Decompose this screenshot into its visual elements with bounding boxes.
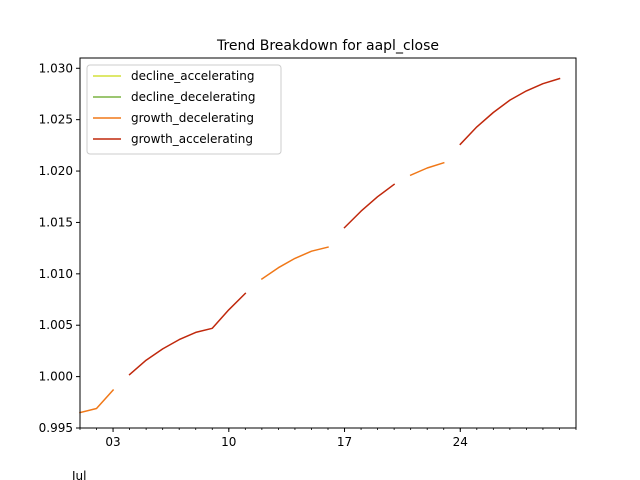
x-tick-label-1: 10 — [221, 435, 236, 449]
series-growth_accelerating-segment-1 — [343, 183, 396, 229]
x-axis: 03 10 17 24 — [79, 428, 577, 449]
series-growth_decelerating-segment-1 — [260, 246, 329, 281]
y-tick-label-6: 1.025 — [39, 113, 73, 127]
legend-label-decline_decelerating: decline_decelerating — [131, 90, 256, 104]
legend-box — [86, 64, 282, 155]
x-tick-label-0: 03 — [105, 435, 120, 449]
series-growth_accelerating-segment-2 — [459, 77, 561, 146]
x-tick-label-3: 24 — [453, 435, 468, 449]
plot-lines — [79, 77, 561, 414]
y-tick-label-5: 1.020 — [39, 164, 73, 178]
y-tick-label-1: 1.000 — [39, 370, 73, 384]
legend-label-decline_accelerating: decline_accelerating — [131, 69, 254, 83]
x-tick-label-2: 17 — [337, 435, 352, 449]
legend: decline_accelerating decline_decelerating… — [86, 64, 282, 155]
x-axis-month-label: Jul — [71, 469, 86, 480]
legend-label-growth_decelerating: growth_decelerating — [131, 111, 254, 125]
y-tick-label-7: 1.030 — [39, 61, 73, 75]
y-axis: 0.995 1.000 1.005 1.010 1.015 1.020 1.025 1.030 — [39, 61, 80, 435]
series-growth_accelerating-segment-0 — [128, 292, 247, 376]
y-tick-label-3: 1.010 — [39, 267, 73, 281]
chart-title: Trend Breakdown for aapl_close — [216, 38, 439, 54]
y-tick-label-2: 1.005 — [39, 318, 73, 332]
y-tick-label-0: 0.995 — [39, 421, 73, 435]
legend-label-growth_accelerating: growth_accelerating — [131, 132, 253, 146]
y-tick-label-4: 1.015 — [39, 215, 73, 229]
series-growth_decelerating-segment-2 — [409, 161, 445, 177]
series-growth_decelerating-segment-0 — [79, 388, 115, 414]
